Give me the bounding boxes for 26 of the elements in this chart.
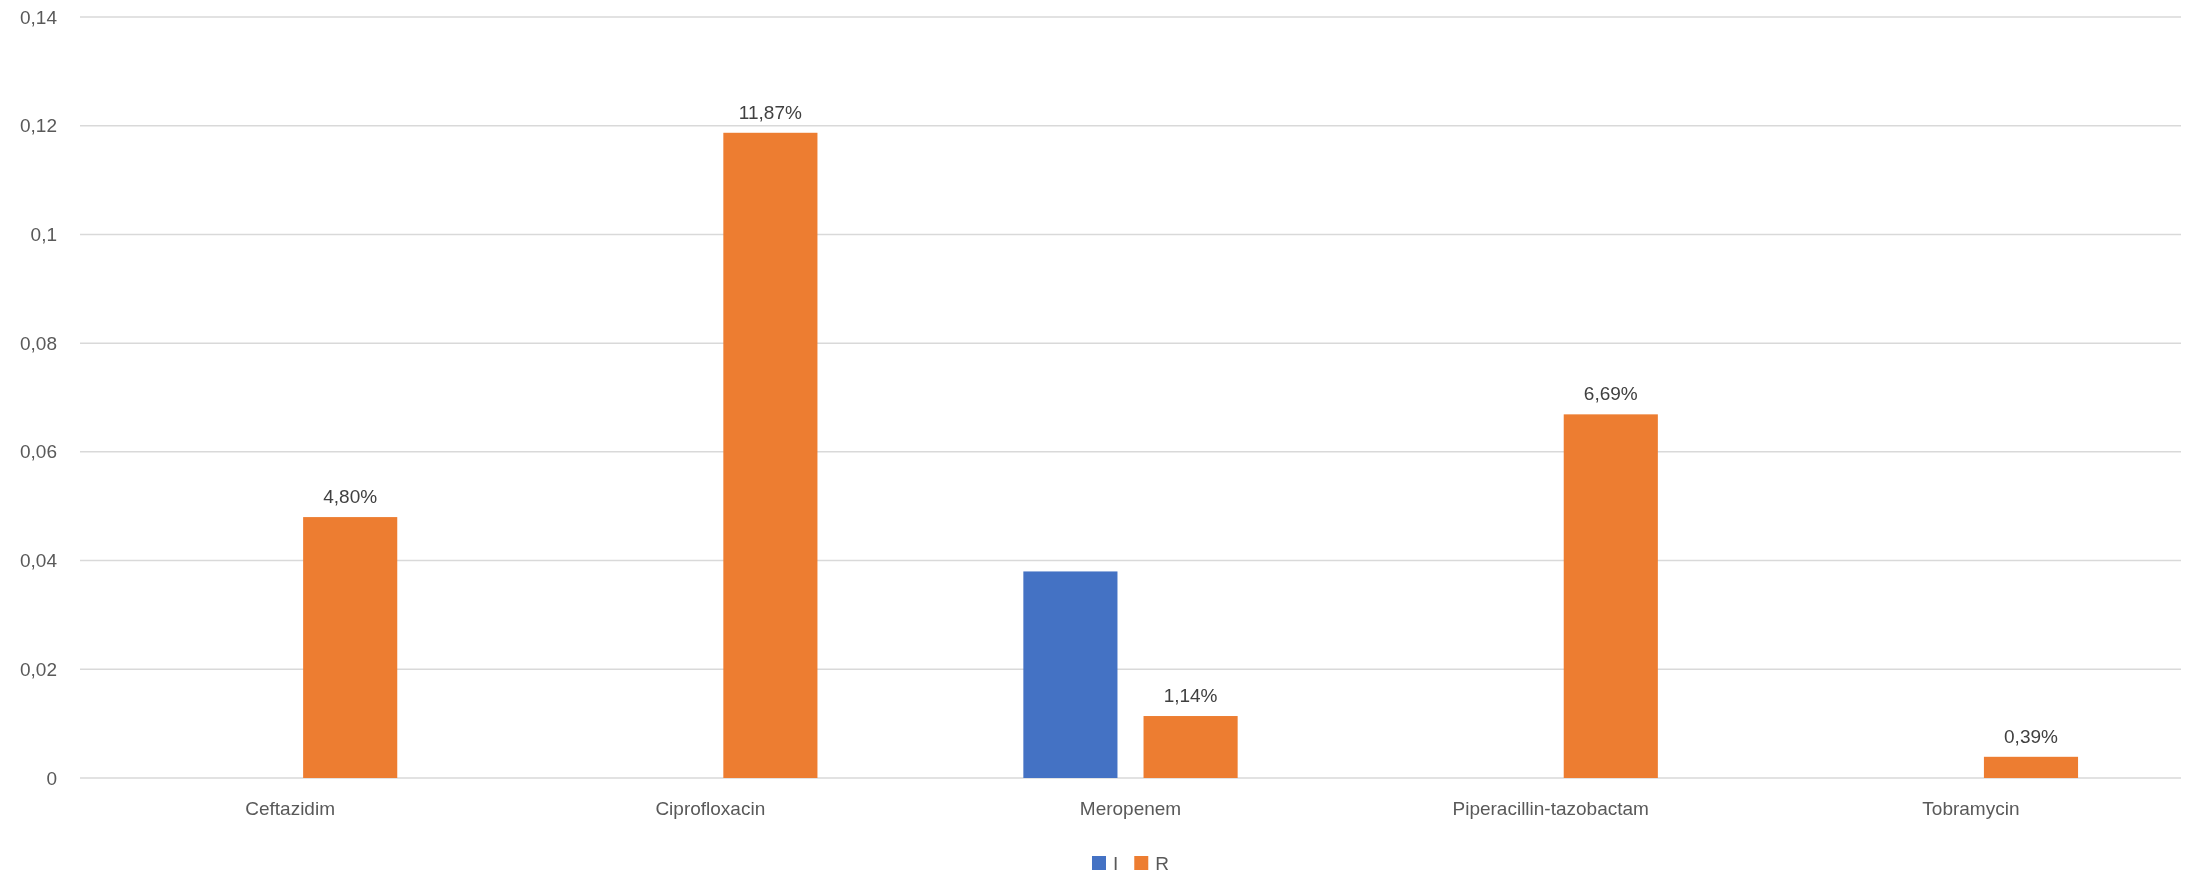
y-tick-label: 0,06 <box>20 441 57 463</box>
y-tick-label: 0,14 <box>20 6 58 28</box>
data-label: 6,69% <box>1583 383 1638 405</box>
x-tick-label: Piperacillin-tazobactam <box>1452 798 1649 820</box>
y-tick-label: 0,08 <box>20 332 57 354</box>
y-tick-label: 0,12 <box>20 115 57 137</box>
bar <box>723 132 818 778</box>
x-tick-label: Meropenem <box>1079 798 1182 820</box>
bar <box>1023 571 1118 778</box>
data-label: 4,80% <box>323 486 378 508</box>
y-tick-label: 0,1 <box>30 224 57 246</box>
y-tick-label: 0,04 <box>20 550 58 572</box>
bar <box>1563 414 1658 778</box>
y-tick-label: 0,02 <box>20 658 57 680</box>
legend-label: R <box>1155 852 1170 874</box>
bar <box>1983 756 2079 778</box>
legend-label: I <box>1112 852 1119 874</box>
x-tick-label: Ciprofloxacin <box>655 798 766 820</box>
x-tick-label: Tobramycin <box>1922 798 2020 820</box>
bar <box>303 517 398 778</box>
bar <box>1143 716 1238 778</box>
y-tick-label: 0 <box>46 767 57 789</box>
x-tick-label: Ceftazidim <box>245 798 335 820</box>
data-label: 0,39% <box>2004 725 2059 747</box>
data-label: 1,14% <box>1163 685 1218 707</box>
data-label: 11,87% <box>738 101 803 123</box>
